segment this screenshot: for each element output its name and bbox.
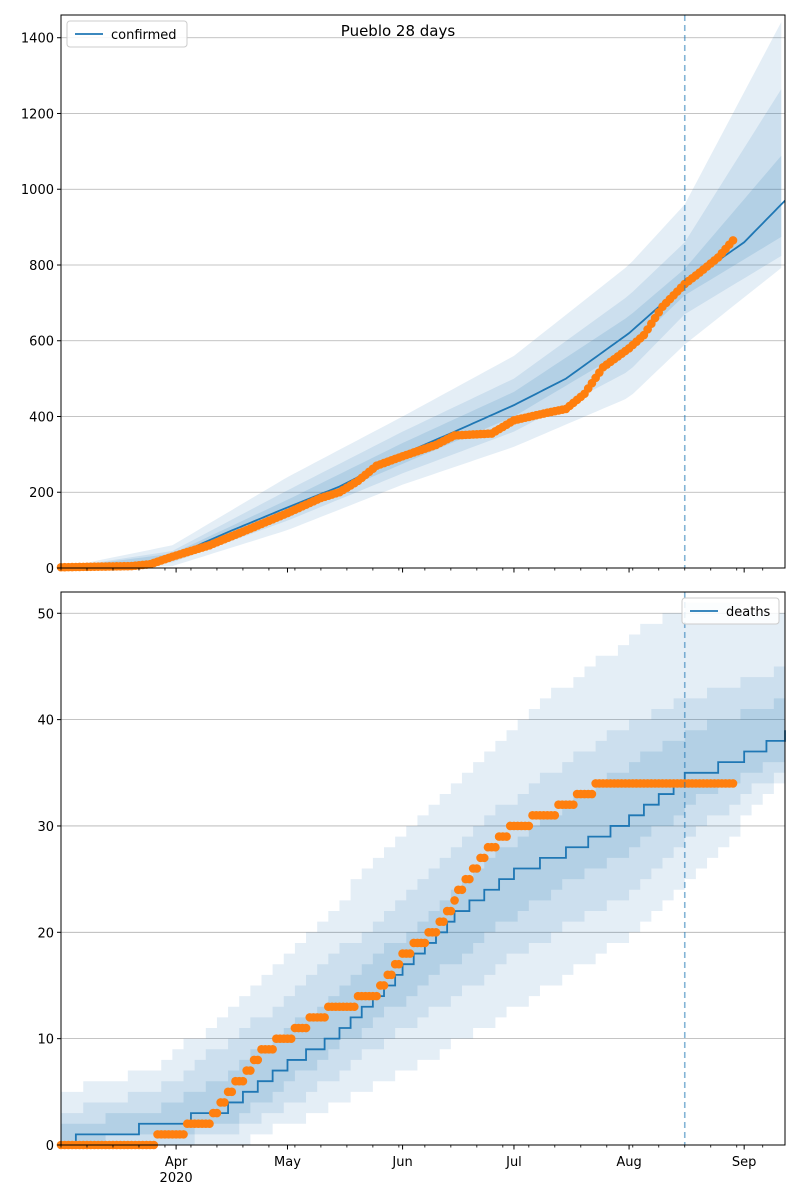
observed-point bbox=[205, 1119, 214, 1129]
legend: deaths bbox=[681, 597, 780, 625]
y-tick-label: 1400 bbox=[21, 32, 54, 47]
observed-point bbox=[301, 1023, 311, 1033]
y-tick-label: 10 bbox=[37, 1033, 54, 1048]
y-tick-label: 50 bbox=[37, 607, 54, 622]
observed-point bbox=[387, 970, 396, 980]
chart-title: Pueblo 28 days bbox=[341, 22, 456, 40]
observed-point bbox=[439, 917, 448, 926]
x-tick-label: Jun bbox=[391, 1155, 412, 1170]
observed-point bbox=[238, 1076, 248, 1086]
x-tick-label: Sep bbox=[732, 1155, 757, 1170]
uncertainty-band-outer bbox=[61, 602, 785, 1145]
observed-point bbox=[479, 853, 489, 863]
observed-point bbox=[465, 874, 474, 884]
axes-frame bbox=[60, 591, 786, 1146]
observed-point bbox=[268, 1044, 277, 1054]
observed-point bbox=[227, 1087, 237, 1097]
observed-point bbox=[457, 885, 467, 895]
legend: confirmed bbox=[66, 20, 188, 48]
observed-point bbox=[350, 1002, 359, 1012]
y-tick-label: 1200 bbox=[21, 107, 54, 122]
uncertainty-band-middle bbox=[61, 89, 782, 569]
observed-point bbox=[246, 1066, 255, 1075]
y-tick-label: 0 bbox=[46, 1139, 54, 1154]
observed-point bbox=[728, 236, 738, 245]
observed-point bbox=[472, 864, 482, 873]
observed-point bbox=[179, 1130, 188, 1139]
y-tick-label: 200 bbox=[29, 486, 54, 501]
axes-frame bbox=[60, 14, 786, 569]
y-tick-label: 600 bbox=[29, 335, 54, 350]
observed-point bbox=[212, 1108, 222, 1118]
x-tick-label: Apr bbox=[165, 1155, 188, 1170]
observed-point bbox=[372, 991, 381, 1001]
x-tick-label: Aug bbox=[616, 1155, 641, 1170]
legend-box bbox=[681, 597, 780, 625]
uncertainty-band-outer bbox=[61, 22, 782, 568]
observed-point bbox=[286, 1034, 296, 1043]
y-tick-label: 800 bbox=[29, 259, 54, 274]
legend-label: confirmed bbox=[111, 28, 177, 43]
x-tick-label: May bbox=[274, 1155, 301, 1170]
observed-point bbox=[320, 1013, 329, 1022]
x-year-label: 2020 bbox=[160, 1171, 193, 1186]
observed-point bbox=[446, 906, 456, 916]
observed-point bbox=[524, 821, 534, 831]
observed-point bbox=[253, 1055, 263, 1065]
y-tick-label: 1000 bbox=[21, 183, 54, 198]
y-tick-label: 20 bbox=[37, 926, 54, 941]
x-tick-label: Jul bbox=[505, 1155, 522, 1170]
observed-point bbox=[550, 811, 560, 820]
deaths-panel: 0 10 20 30 40 50 deaths Apr May Jun Jul Aug Sep 2020 bbox=[37, 591, 786, 1186]
observed-point bbox=[431, 928, 441, 937]
y-tick-label: 0 bbox=[46, 562, 54, 577]
observed-point bbox=[491, 842, 500, 852]
observed-point bbox=[450, 896, 459, 905]
legend-box bbox=[66, 20, 188, 48]
y-tick-label: 40 bbox=[37, 714, 54, 729]
y-tick-label: 400 bbox=[29, 410, 54, 425]
observed-point bbox=[379, 981, 389, 990]
observed-point bbox=[569, 800, 578, 809]
observed-point bbox=[405, 949, 415, 958]
observed-point bbox=[587, 789, 597, 799]
legend-label: deaths bbox=[726, 605, 771, 620]
confirmed-panel: 0 200 400 600 800 1000 1200 1400 confirmed bbox=[21, 14, 786, 577]
observed-point bbox=[502, 832, 511, 841]
observed-point bbox=[728, 779, 738, 788]
observed-point bbox=[420, 938, 430, 948]
uncertainty-band-inner bbox=[61, 698, 785, 1145]
observed-point bbox=[220, 1098, 229, 1107]
observed-point bbox=[394, 959, 404, 969]
y-tick-label: 30 bbox=[37, 820, 54, 835]
